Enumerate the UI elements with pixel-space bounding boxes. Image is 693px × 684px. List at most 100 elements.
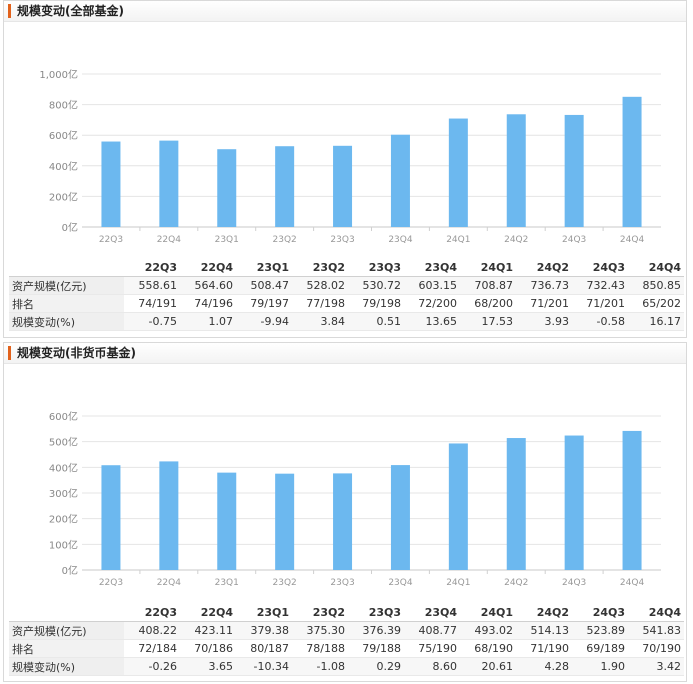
table-cell: 4.28 [516, 657, 572, 676]
bar-24Q4 [622, 430, 642, 570]
table-cell: 850.85 [628, 276, 684, 295]
column-header: 22Q3 [124, 604, 180, 622]
x-tick-label: 24Q4 [620, 235, 645, 245]
table-cell: -0.58 [572, 312, 628, 331]
table-cell: -0.75 [124, 312, 180, 331]
table-cell: 16.17 [628, 312, 684, 331]
table-cell: 508.47 [236, 276, 292, 295]
table-cell: 77/198 [292, 294, 348, 313]
bar-23Q2 [275, 473, 295, 570]
column-header: 22Q3 [124, 259, 180, 277]
x-tick-label: 24Q1 [446, 578, 470, 588]
header-accent-bar [8, 346, 11, 360]
y-tick-label: 400亿 [49, 160, 78, 173]
y-tick-label: 200亿 [49, 513, 78, 526]
table-cell: -1.08 [292, 657, 348, 676]
table-cell: 732.43 [572, 276, 628, 295]
y-tick-label: 500亿 [49, 436, 78, 449]
x-tick-label: 23Q4 [388, 578, 413, 588]
bar-23Q1 [217, 472, 237, 570]
x-tick-label: 23Q2 [273, 578, 297, 588]
panel-title: 规模变动(全部基金) [17, 4, 124, 18]
bar-chart-all-funds: 0亿 200亿 400亿 600亿 800亿 1,000亿 22Q3 22Q4 23Q1 23Q2… [39, 68, 661, 245]
bar-23Q4 [390, 134, 410, 227]
bar-23Q1 [217, 149, 237, 227]
y-tick-label: 600亿 [49, 410, 78, 423]
bar-22Q3 [101, 141, 121, 227]
column-header: 23Q3 [348, 604, 404, 622]
x-tick-label: 22Q4 [157, 578, 182, 588]
column-header: 24Q3 [572, 259, 628, 277]
row-label: 资产规模(亿元) [9, 276, 124, 295]
table-cell: 70/190 [628, 639, 684, 658]
table-cell: 408.22 [124, 621, 180, 640]
table-corner [9, 259, 124, 277]
table-cell: 68/190 [460, 639, 516, 658]
table-row: 排名 74/191 74/196 79/197 77/198 79/198 72/200 68… [9, 294, 684, 313]
table-cell: 69/189 [572, 639, 628, 658]
y-tick-label: 0亿 [62, 564, 78, 577]
table-cell: 71/190 [516, 639, 572, 658]
table-cell: 13.65 [404, 312, 460, 331]
table-row: 资产规模(亿元) 408.22 423.11 379.38 375.30 376.39 40… [9, 621, 684, 640]
table-cell: 74/196 [180, 294, 236, 313]
panel-header: 规模变动(非货币基金) [4, 343, 686, 364]
table-cell: 708.87 [460, 276, 516, 295]
x-tick-label: 23Q4 [388, 235, 413, 245]
table-cell: 379.38 [236, 621, 292, 640]
table-row: 规模变动(%) -0.75 1.07 -9.94 3.84 0.51 13.65 17.53 3… [9, 312, 684, 331]
column-header: 24Q3 [572, 604, 628, 622]
column-header: 23Q4 [404, 259, 460, 277]
table-cell: 80/187 [236, 639, 292, 658]
table-cell: 3.93 [516, 312, 572, 331]
x-tick-label: 22Q4 [157, 235, 182, 245]
table-cell: 3.84 [292, 312, 348, 331]
table-cell: 558.61 [124, 276, 180, 295]
x-tick-label: 22Q3 [99, 578, 123, 588]
x-tick-label: 24Q3 [562, 235, 586, 245]
bar-24Q1 [448, 443, 468, 570]
column-header: 24Q4 [628, 259, 684, 277]
bar-23Q3 [333, 473, 353, 570]
table-cell: 79/198 [348, 294, 404, 313]
x-tick-label: 23Q2 [273, 235, 297, 245]
x-tick-label: 24Q2 [504, 578, 528, 588]
bar-24Q1 [448, 118, 468, 227]
y-tick-label: 1,000亿 [39, 68, 78, 81]
row-label: 资产规模(亿元) [9, 621, 124, 640]
bar-24Q2 [506, 114, 526, 227]
column-header: 23Q4 [404, 604, 460, 622]
bar-22Q4 [159, 461, 179, 570]
table-cell: 1.90 [572, 657, 628, 676]
panel-all-funds: 规模变动(全部基金) 0亿 200亿 400亿 600亿 800亿 1,000亿 22Q3 2… [3, 0, 687, 338]
y-tick-label: 300亿 [49, 487, 78, 500]
table-cell: 72/200 [404, 294, 460, 313]
bar-24Q4 [622, 96, 642, 227]
x-tick-label: 23Q3 [330, 578, 354, 588]
row-label: 排名 [9, 294, 124, 313]
table-cell: 3.42 [628, 657, 684, 676]
y-tick-label: 800亿 [49, 99, 78, 112]
table-cell: 68/200 [460, 294, 516, 313]
bar-22Q4 [159, 140, 179, 227]
table-row: 资产规模(亿元) 558.61 564.60 508.47 528.02 530.72 60… [9, 276, 684, 295]
table-row: 规模变动(%) -0.26 3.65 -10.34 -1.08 0.29 8.60 20.61… [9, 657, 684, 676]
x-tick-label: 23Q1 [215, 578, 239, 588]
table-cell: 74/191 [124, 294, 180, 313]
table-cell: -9.94 [236, 312, 292, 331]
y-tick-label: 0亿 [62, 221, 78, 234]
table-cell: 528.02 [292, 276, 348, 295]
column-header: 23Q2 [292, 259, 348, 277]
data-table-all-funds: 22Q3 22Q4 23Q1 23Q2 23Q3 23Q4 24Q1 24Q2 24Q3 24Q4… [9, 259, 684, 331]
table-cell: 423.11 [180, 621, 236, 640]
column-header: 23Q1 [236, 259, 292, 277]
table-cell: 514.13 [516, 621, 572, 640]
column-header: 24Q1 [460, 604, 516, 622]
table-cell: -10.34 [236, 657, 292, 676]
x-tick-label: 22Q3 [99, 235, 123, 245]
table-cell: 79/197 [236, 294, 292, 313]
table-cell: 72/184 [124, 639, 180, 658]
table-header-row: 22Q3 22Q4 23Q1 23Q2 23Q3 23Q4 24Q1 24Q2 24Q3 24Q4 [9, 604, 684, 622]
column-header: 22Q4 [180, 259, 236, 277]
column-header: 23Q1 [236, 604, 292, 622]
